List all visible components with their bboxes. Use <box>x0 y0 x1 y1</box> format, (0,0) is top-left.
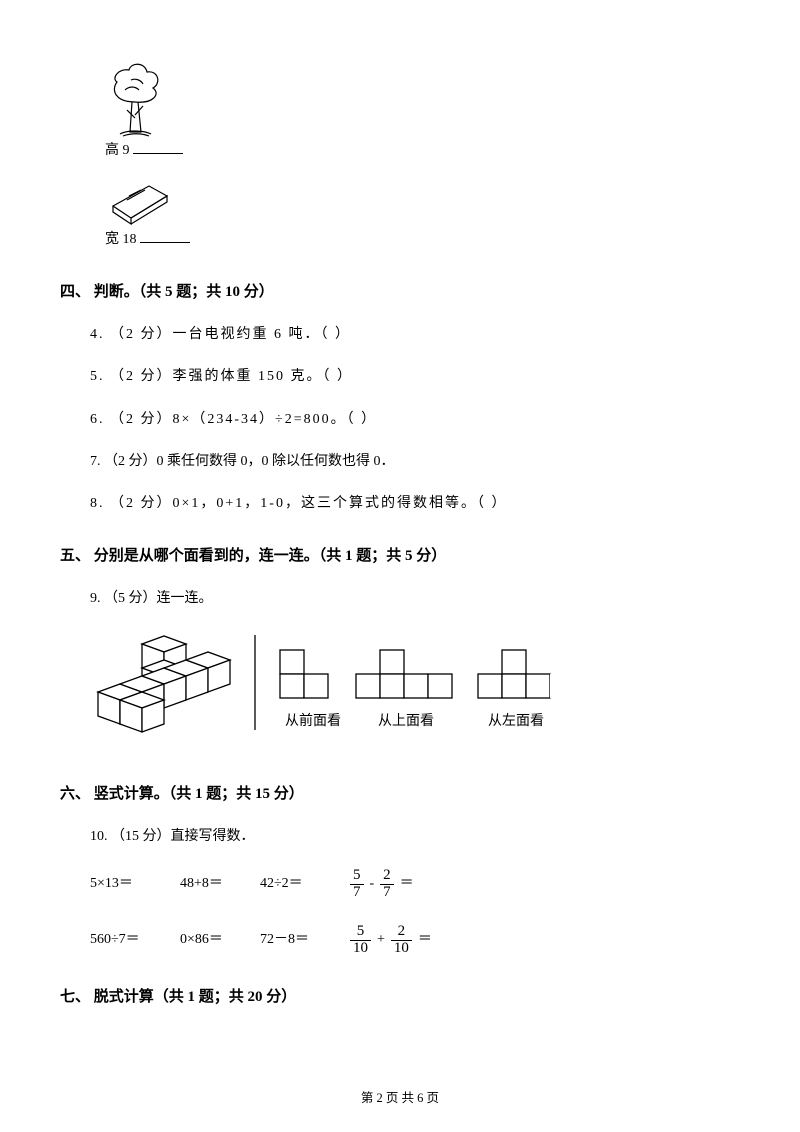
fill-label-width: 宽 18 <box>105 232 140 247</box>
section-7-header: 七、 脱式计算（共 1 题；共 20 分） <box>60 985 740 1009</box>
fill-blank-width[interactable] <box>140 229 190 243</box>
calc-2a: 560÷7＝ <box>90 929 180 951</box>
left-view-icon <box>478 650 560 698</box>
section-4-header: 四、 判断。（共 5 题；共 10 分） <box>60 280 740 304</box>
frac-2b: 2 10 <box>391 924 412 957</box>
fill-item-tree: 高 9 <box>105 60 740 162</box>
top-view-icon <box>356 650 452 698</box>
question-4: 4. （2 分）一台电视约重 6 吨．（ ） <box>90 324 740 346</box>
fill-item-book: 宽 18 <box>105 174 740 251</box>
question-8: 8. （2 分）0×1，0+1，1-0，这三个算式的得数相等。（ ） <box>90 493 740 515</box>
views-diagram: 从前面看 从上面看 从左面看 <box>90 630 740 753</box>
cube-3d-icon <box>98 636 230 732</box>
page-content: 高 9 宽 18 四、 判断。（共 5 题；共 10 分） 4. （2 分）一台… <box>60 60 740 1009</box>
calc-eq-2: ＝ <box>418 929 432 951</box>
question-9: 9. （5 分）连一连。 <box>90 588 740 610</box>
calc-op-2: + <box>377 929 385 951</box>
question-7: 7. （2 分）0 乘任何数得 0，0 除以任何数也得 0． <box>90 451 740 473</box>
tree-icon <box>105 60 165 140</box>
calc-2b: 0×86＝ <box>180 929 260 951</box>
calc-1b: 48+8＝ <box>180 873 260 895</box>
calc-1a: 5×13＝ <box>90 873 180 895</box>
calc-1c: 42÷2＝ <box>260 873 350 895</box>
calc-row-1: 5×13＝ 48+8＝ 42÷2＝ 5 7 - 2 7 ＝ <box>90 868 740 901</box>
frac-1b: 2 7 <box>380 868 394 901</box>
calc-eq-1: ＝ <box>400 873 414 895</box>
label-top: 从上面看 <box>378 713 434 729</box>
page-footer: 第 2 页 共 6 页 <box>0 1087 800 1106</box>
question-6: 6. （2 分）8×（234-34）÷2=800。（ ） <box>90 409 740 431</box>
fill-label-height: 高 9 <box>105 143 133 158</box>
section-5-header: 五、 分别是从哪个面看到的，连一连。（共 1 题；共 5 分） <box>60 544 740 568</box>
calc-2c: 72－8＝ <box>260 929 350 951</box>
question-10: 10. （15 分）直接写得数． <box>90 826 740 848</box>
label-front: 从前面看 <box>285 712 341 729</box>
calc-row-2: 560÷7＝ 0×86＝ 72－8＝ 5 10 + 2 10 ＝ <box>90 924 740 957</box>
calc-op-1: - <box>370 873 375 895</box>
book-icon <box>105 174 175 229</box>
front-view-icon <box>280 650 328 698</box>
question-5: 5. （2 分）李强的体重 150 克。（ ） <box>90 366 740 388</box>
label-left: 从左面看 <box>488 713 544 729</box>
section-6-header: 六、 竖式计算。（共 1 题；共 15 分） <box>60 782 740 806</box>
frac-2a: 5 10 <box>350 924 371 957</box>
frac-1a: 5 7 <box>350 868 364 901</box>
fill-blank-height[interactable] <box>133 140 183 154</box>
